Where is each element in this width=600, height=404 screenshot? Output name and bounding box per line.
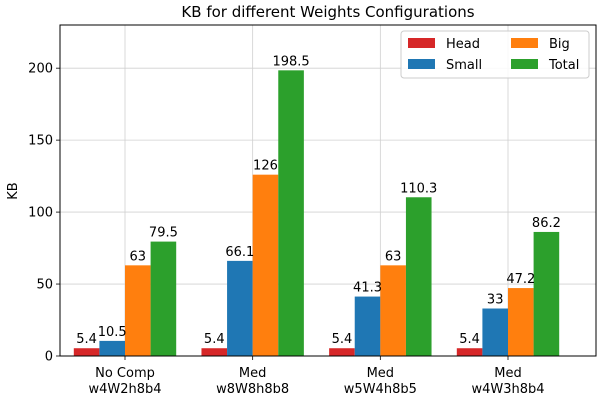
- y-tick-label: 100: [28, 206, 53, 221]
- bar-total: [150, 241, 177, 356]
- bar-total: [533, 231, 560, 356]
- y-tick-label: 200: [28, 62, 53, 77]
- bar-value-label: 79.5: [149, 226, 178, 241]
- bar-value-label: 33: [487, 293, 504, 308]
- x-tick-label: Med: [494, 366, 521, 381]
- bar-value-label: 63: [385, 249, 402, 264]
- bar-head: [201, 348, 228, 356]
- bar-value-label: 41.3: [353, 281, 382, 296]
- legend: Head Small Big Total: [400, 30, 590, 79]
- plot-frame: [59, 24, 597, 357]
- bar-value-label: 10.5: [98, 325, 127, 340]
- legend-swatch-small: [408, 59, 435, 69]
- legend-swatch-total: [511, 59, 538, 69]
- bar-small: [227, 260, 253, 356]
- y-tick-label: 150: [28, 134, 53, 149]
- bars: [73, 70, 560, 356]
- legend-swatch-big: [511, 38, 538, 48]
- x-tick-label: Med: [239, 366, 266, 381]
- legend-label-small: Small: [446, 58, 482, 73]
- chart-title: KB for different Weights Configurations: [181, 3, 474, 21]
- bar-value-label: 63: [130, 249, 147, 264]
- bar-value-label: 126: [253, 159, 278, 174]
- bar-value-label: 86.2: [532, 216, 561, 231]
- bar-value-label: 5.4: [76, 332, 97, 347]
- x-tick-label: No Comp: [95, 366, 155, 381]
- bar-big: [252, 174, 279, 356]
- y-axis-label: KB: [6, 182, 21, 199]
- bar-total: [405, 197, 432, 356]
- bar-value-label: 66.1: [225, 245, 254, 260]
- x-tick-label: w4W3h8b4: [471, 382, 544, 397]
- legend-swatch-head: [408, 38, 435, 48]
- y-tick-label: 0: [45, 350, 53, 365]
- bar-value-label: 5.4: [332, 332, 353, 347]
- legend-label-head: Head: [446, 37, 480, 52]
- bar-value-label: 5.4: [459, 332, 480, 347]
- bar-value-label: 110.3: [400, 181, 437, 196]
- bar-value-label: 198.5: [272, 54, 309, 69]
- bar-head: [329, 348, 355, 356]
- legend-label-big: Big: [549, 37, 570, 52]
- bar-small: [99, 340, 125, 356]
- bar-small: [354, 296, 381, 356]
- x-tick-label: w8W8h8b8: [216, 382, 289, 397]
- bar-big: [508, 288, 534, 356]
- y-tick-label: 50: [36, 278, 53, 293]
- bar-head: [73, 348, 100, 356]
- bar-big: [125, 265, 151, 356]
- x-tick-label: w4W2h8b4: [88, 382, 161, 397]
- bar-value-label: 5.4: [204, 332, 225, 347]
- bar-total: [278, 70, 304, 356]
- x-tick-label: Med: [367, 366, 394, 381]
- bar-big: [380, 265, 406, 356]
- bar-head: [456, 348, 483, 356]
- x-tick-label: w5W4h8b5: [344, 382, 417, 397]
- data-labels: 5.4 5.4 5.4 5.410.566.141.333631266347.279.…: [76, 54, 561, 347]
- legend-label-total: Total: [548, 58, 579, 73]
- legend-box: [400, 30, 590, 79]
- bar-value-label: 47.2: [506, 272, 535, 287]
- bar-small: [482, 308, 508, 356]
